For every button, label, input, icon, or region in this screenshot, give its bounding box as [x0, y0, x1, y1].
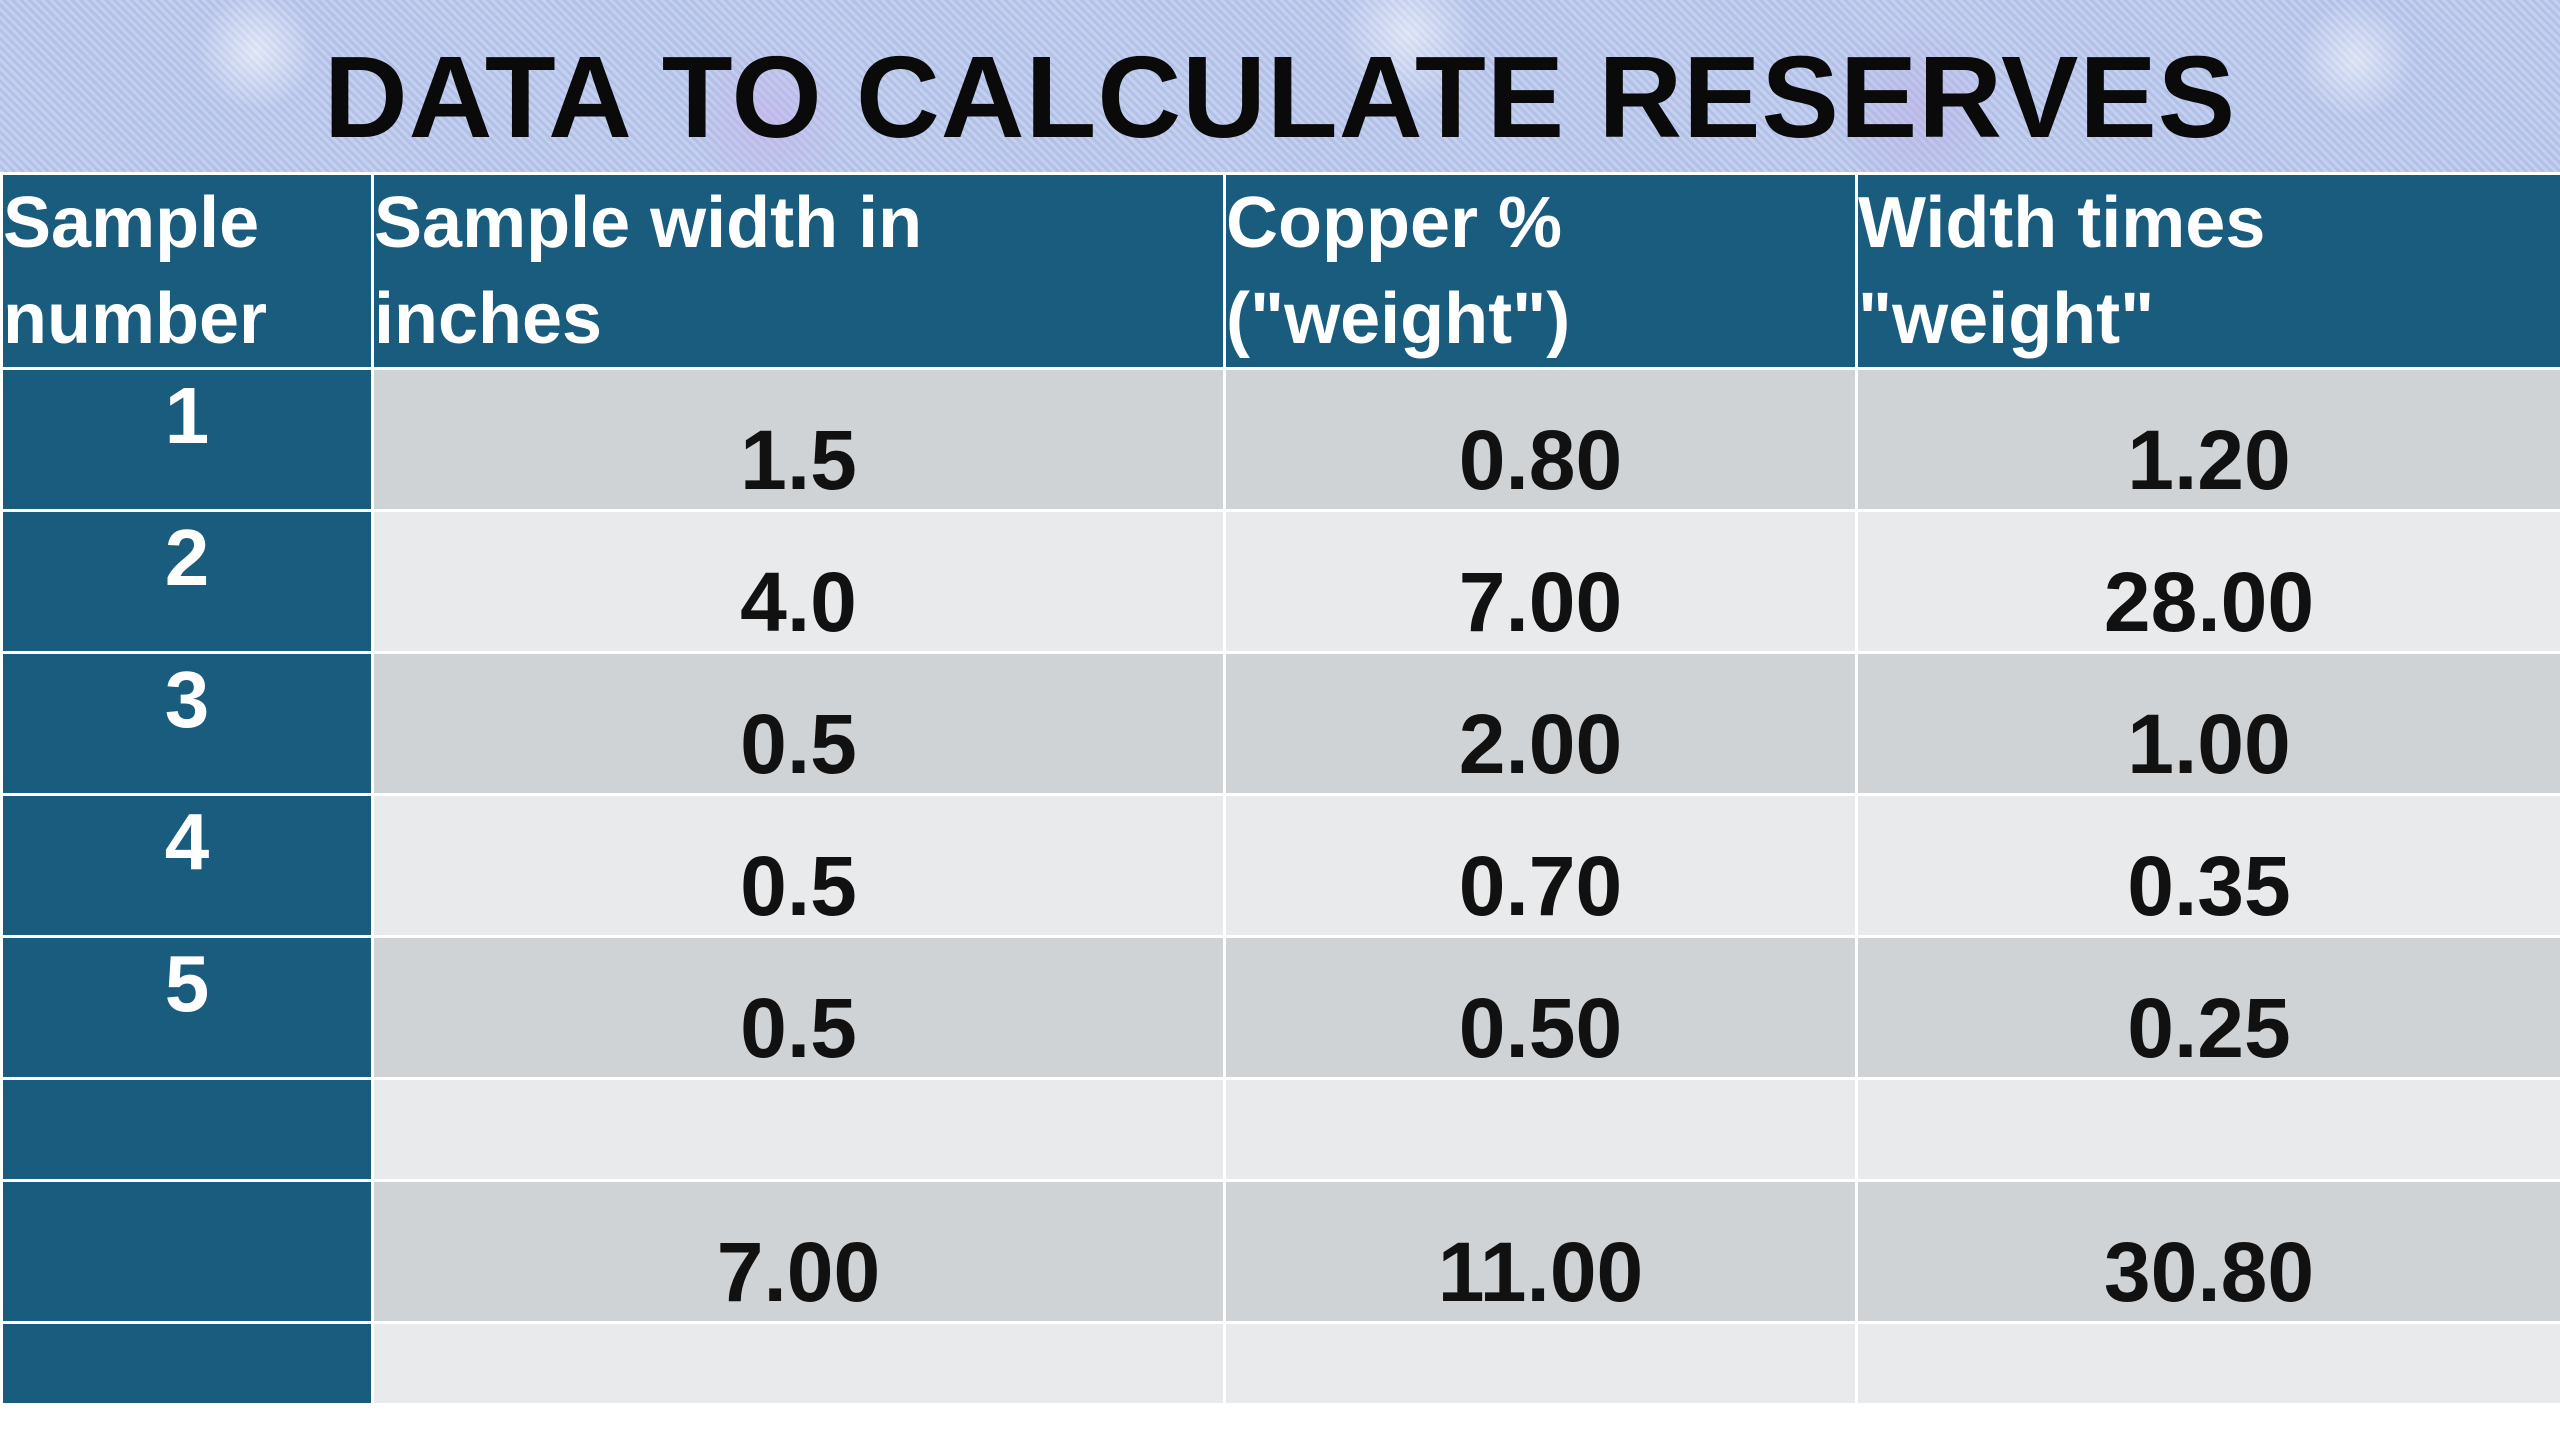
title-banner: DATA TO CALCULATE RESERVES — [0, 0, 2560, 172]
width-times-weight-cell: 0.25 — [1855, 935, 2560, 1080]
empty-cell — [371, 1077, 1226, 1182]
slide-title: DATA TO CALCULATE RESERVES — [323, 32, 2237, 162]
table-row: 1 1.5 0.80 1.20 — [0, 367, 2560, 512]
sample-number-cell: 4 — [0, 793, 374, 938]
table-row: 5 0.5 0.50 0.25 — [0, 935, 2560, 1080]
sample-width-cell: 0.5 — [371, 793, 1226, 938]
empty-row — [0, 1321, 2560, 1406]
sample-number-cell: 2 — [0, 509, 374, 654]
empty-cell — [1223, 1321, 1858, 1406]
header-sample-number: Sample number — [0, 172, 374, 370]
reserves-table: Sample number Sample width in inches Cop… — [0, 172, 2560, 1406]
totals-label-cell — [0, 1179, 374, 1324]
width-times-weight-cell: 1.20 — [1855, 367, 2560, 512]
empty-row — [0, 1077, 2560, 1182]
empty-cell — [371, 1321, 1226, 1406]
sample-width-cell: 4.0 — [371, 509, 1226, 654]
width-times-weight-cell: 0.35 — [1855, 793, 2560, 938]
header-row: Sample number Sample width in inches Cop… — [0, 172, 2560, 370]
header-copper-percent: Copper % ("weight") — [1223, 172, 1858, 370]
width-times-weight-cell: 1.00 — [1855, 651, 2560, 796]
empty-cell — [1223, 1077, 1858, 1182]
copper-percent-cell: 0.70 — [1223, 793, 1858, 938]
table-row: 4 0.5 0.70 0.35 — [0, 793, 2560, 938]
header-sample-width: Sample width in inches — [371, 172, 1226, 370]
sample-number-cell: 1 — [0, 367, 374, 512]
empty-cell — [1855, 1321, 2560, 1406]
copper-percent-cell: 2.00 — [1223, 651, 1858, 796]
sample-number-cell — [0, 1321, 374, 1406]
sample-number-cell — [0, 1077, 374, 1182]
sample-width-cell: 0.5 — [371, 935, 1226, 1080]
table-row: 2 4.0 7.00 28.00 — [0, 509, 2560, 654]
width-times-weight-cell: 28.00 — [1855, 509, 2560, 654]
sample-number-cell: 3 — [0, 651, 374, 796]
sample-number-cell: 5 — [0, 935, 374, 1080]
header-width-times-weight: Width times "weight" — [1855, 172, 2560, 370]
sample-width-cell: 0.5 — [371, 651, 1226, 796]
sample-width-cell: 1.5 — [371, 367, 1226, 512]
copper-percent-cell: 0.50 — [1223, 935, 1858, 1080]
total-product-cell: 30.80 — [1855, 1179, 2560, 1324]
table-row: 3 0.5 2.00 1.00 — [0, 651, 2560, 796]
total-width-cell: 7.00 — [371, 1179, 1226, 1324]
total-copper-cell: 11.00 — [1223, 1179, 1858, 1324]
copper-percent-cell: 7.00 — [1223, 509, 1858, 654]
copper-percent-cell: 0.80 — [1223, 367, 1858, 512]
empty-cell — [1855, 1077, 2560, 1182]
totals-row: 7.00 11.00 30.80 — [0, 1179, 2560, 1324]
